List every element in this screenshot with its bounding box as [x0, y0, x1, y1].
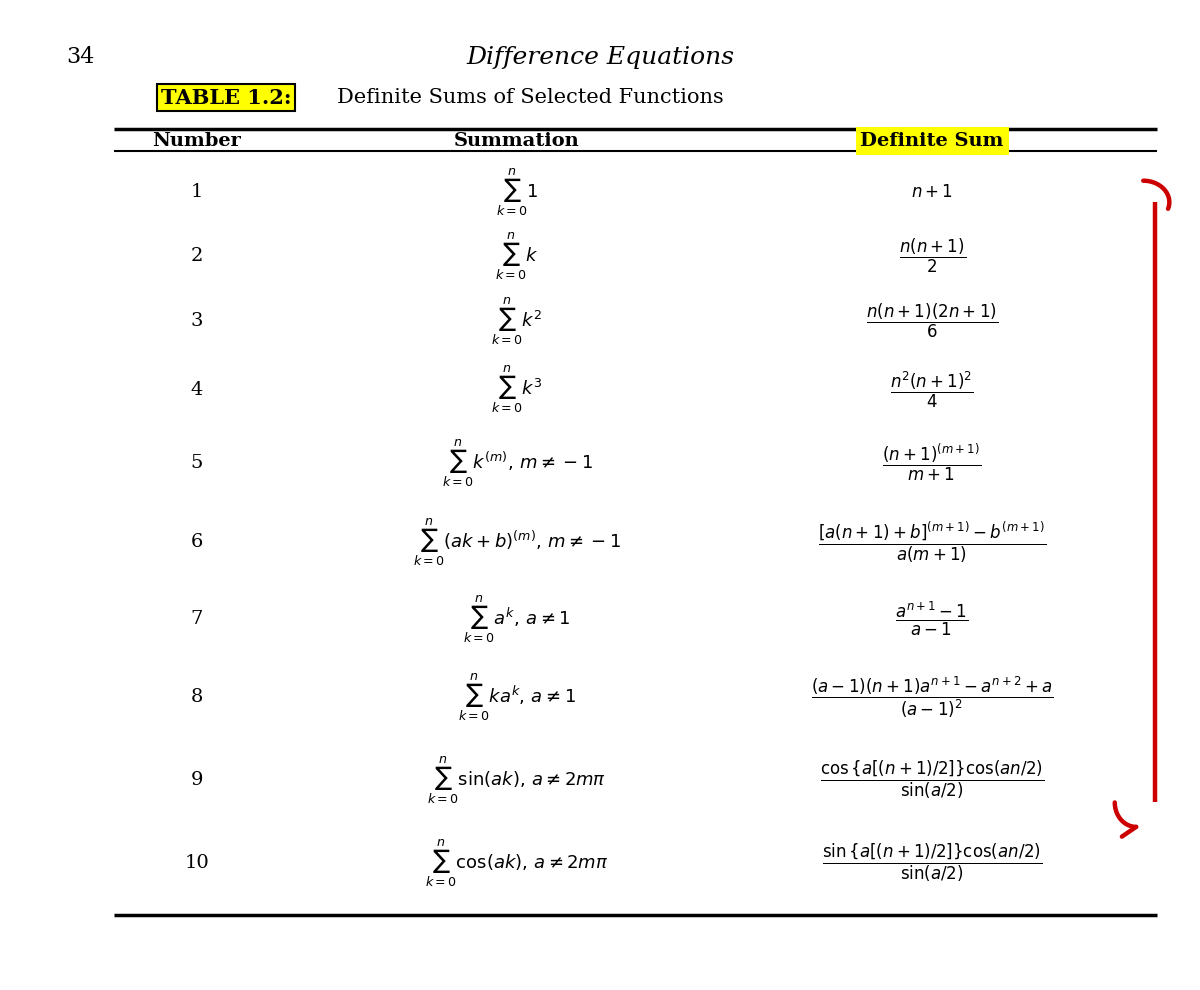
- Text: $\sum_{k=0}^{n} k$: $\sum_{k=0}^{n} k$: [496, 230, 539, 281]
- Text: 5: 5: [191, 453, 203, 472]
- Text: 10: 10: [185, 854, 209, 872]
- Text: $\sum_{k=0}^{n} \sin(ak),\, a \neq 2m\pi$: $\sum_{k=0}^{n} \sin(ak),\, a \neq 2m\pi…: [427, 754, 606, 806]
- Text: 34: 34: [66, 46, 95, 68]
- Text: 9: 9: [191, 771, 203, 789]
- Text: $\sum_{k=0}^{n} k^2$: $\sum_{k=0}^{n} k^2$: [491, 295, 542, 347]
- Text: 2: 2: [191, 247, 203, 265]
- Text: $\dfrac{\sin\{a[(n+1)/2]\}\cos(an/2)}{\sin(a/2)}$: $\dfrac{\sin\{a[(n+1)/2]\}\cos(an/2)}{\s…: [822, 842, 1042, 884]
- Text: $\sum_{k=0}^{n} ka^k,\, a \neq 1$: $\sum_{k=0}^{n} ka^k,\, a \neq 1$: [458, 671, 576, 723]
- Text: 3: 3: [191, 312, 203, 331]
- Text: $\dfrac{(n+1)^{(m+1)}}{m+1}$: $\dfrac{(n+1)^{(m+1)}}{m+1}$: [882, 443, 982, 483]
- Text: Definite Sums of Selected Functions: Definite Sums of Selected Functions: [337, 88, 724, 107]
- Text: 1: 1: [191, 183, 203, 201]
- Text: $\dfrac{\cos\{a[(n+1)/2]\}\cos(an/2)}{\sin(a/2)}$: $\dfrac{\cos\{a[(n+1)/2]\}\cos(an/2)}{\s…: [820, 759, 1044, 801]
- Text: TABLE 1.2:: TABLE 1.2:: [161, 88, 292, 108]
- Text: Summation: Summation: [454, 132, 580, 149]
- Text: $\dfrac{a^{n+1}-1}{a-1}$: $\dfrac{a^{n+1}-1}{a-1}$: [895, 600, 968, 639]
- Text: $\sum_{k=0}^{n} k^3$: $\sum_{k=0}^{n} k^3$: [491, 363, 542, 416]
- Text: $\sum_{k=0}^{n} 1$: $\sum_{k=0}^{n} 1$: [496, 166, 539, 218]
- Text: $n+1$: $n+1$: [911, 183, 953, 201]
- Text: $\dfrac{n(n+1)(2n+1)}{6}$: $\dfrac{n(n+1)(2n+1)}{6}$: [866, 302, 998, 341]
- Text: Number: Number: [152, 132, 241, 149]
- Text: $\sum_{k=0}^{n} k^{(m)},\, m \neq -1$: $\sum_{k=0}^{n} k^{(m)},\, m \neq -1$: [442, 437, 593, 489]
- Text: $\sum_{k=0}^{n} \cos(ak),\, a \neq 2m\pi$: $\sum_{k=0}^{n} \cos(ak),\, a \neq 2m\pi…: [425, 838, 608, 889]
- Text: $\dfrac{[a(n+1)+b]^{(m+1)}-b^{(m+1)}}{a(m+1)}$: $\dfrac{[a(n+1)+b]^{(m+1)}-b^{(m+1)}}{a(…: [818, 519, 1046, 564]
- Text: Definite Sum: Definite Sum: [860, 132, 1003, 149]
- Text: 8: 8: [191, 688, 203, 706]
- Text: 7: 7: [191, 610, 203, 628]
- Text: $\sum_{k=0}^{n} (ak+b)^{(m)},\, m \neq -1$: $\sum_{k=0}^{n} (ak+b)^{(m)},\, m \neq -…: [413, 516, 622, 567]
- Text: 4: 4: [191, 380, 203, 399]
- Text: $\sum_{k=0}^{n} a^k,\, a \neq 1$: $\sum_{k=0}^{n} a^k,\, a \neq 1$: [463, 593, 571, 644]
- Text: $\dfrac{(a-1)(n+1)a^{n+1}-a^{n+2}+a}{(a-1)^2}$: $\dfrac{(a-1)(n+1)a^{n+1}-a^{n+2}+a}{(a-…: [811, 674, 1054, 720]
- Text: 6: 6: [191, 533, 203, 550]
- Text: $\dfrac{n^2(n+1)^2}{4}$: $\dfrac{n^2(n+1)^2}{4}$: [890, 369, 974, 410]
- Text: $\dfrac{n(n+1)}{2}$: $\dfrac{n(n+1)}{2}$: [899, 237, 966, 275]
- Text: Difference Equations: Difference Equations: [466, 46, 734, 69]
